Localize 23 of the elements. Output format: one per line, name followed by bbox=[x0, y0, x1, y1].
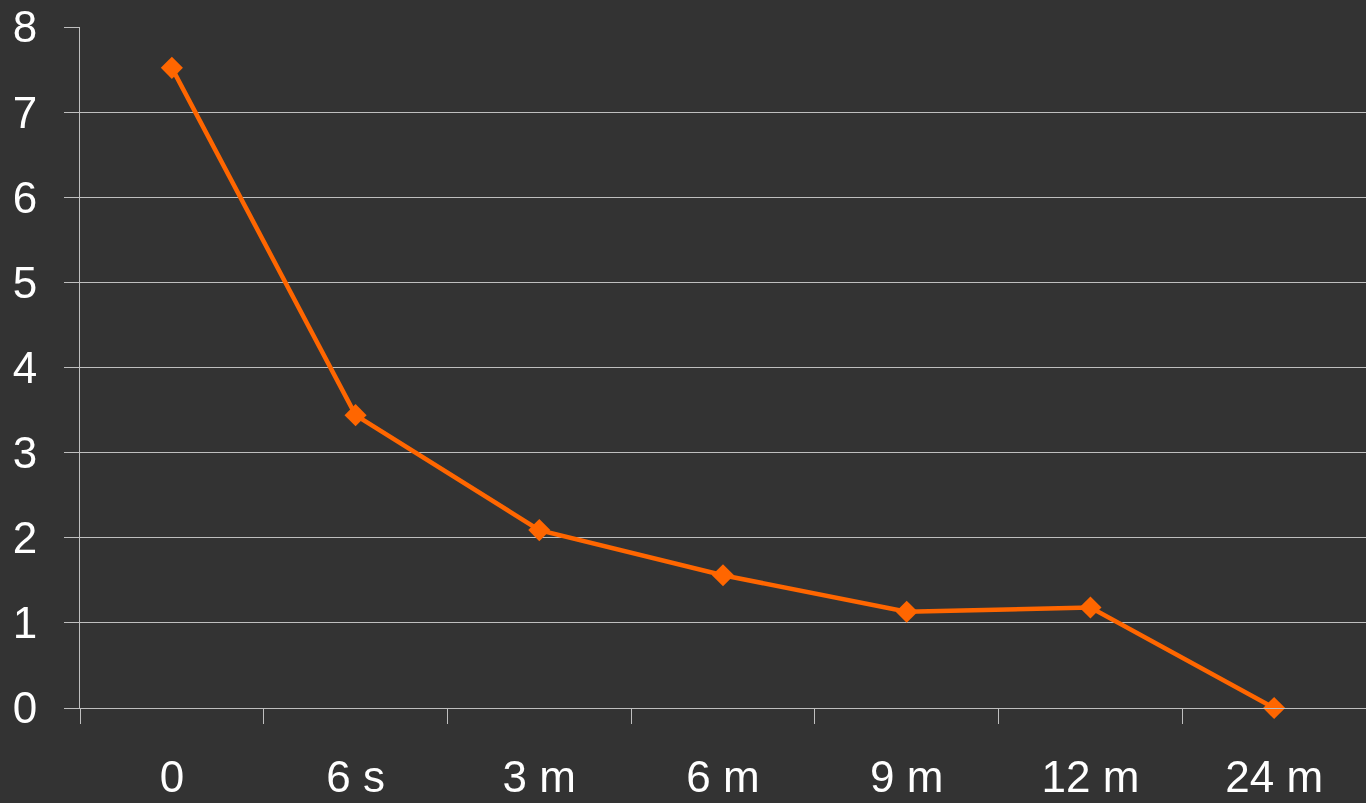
y-tick-label: 3 bbox=[12, 428, 38, 478]
y-tick-label: 0 bbox=[12, 683, 38, 733]
x-tick-label: 6 m bbox=[686, 751, 760, 801]
point bbox=[895, 600, 918, 623]
x-tick-label: 12 m bbox=[1041, 751, 1140, 801]
x-tick-label: 3 m bbox=[502, 751, 576, 801]
y-tick-label: 6 bbox=[12, 172, 38, 222]
x-tick-label: 6 s bbox=[326, 751, 385, 801]
x-tick-label: 0 bbox=[159, 751, 185, 801]
y-tick-label: 2 bbox=[12, 513, 38, 563]
point bbox=[344, 404, 367, 427]
x-tick-label: 24 m bbox=[1225, 751, 1324, 801]
y-tick-label: 5 bbox=[12, 257, 38, 307]
point bbox=[711, 564, 735, 587]
point bbox=[160, 56, 183, 79]
y-tick-label: 4 bbox=[12, 342, 38, 392]
point bbox=[1263, 696, 1286, 720]
x-tick-label: 9 m bbox=[870, 751, 944, 801]
point bbox=[528, 519, 551, 542]
y-tick-label: 1 bbox=[12, 598, 38, 648]
y-tick-label: 7 bbox=[12, 87, 38, 137]
point bbox=[1079, 596, 1102, 619]
y-tick-label: 8 bbox=[12, 2, 38, 52]
